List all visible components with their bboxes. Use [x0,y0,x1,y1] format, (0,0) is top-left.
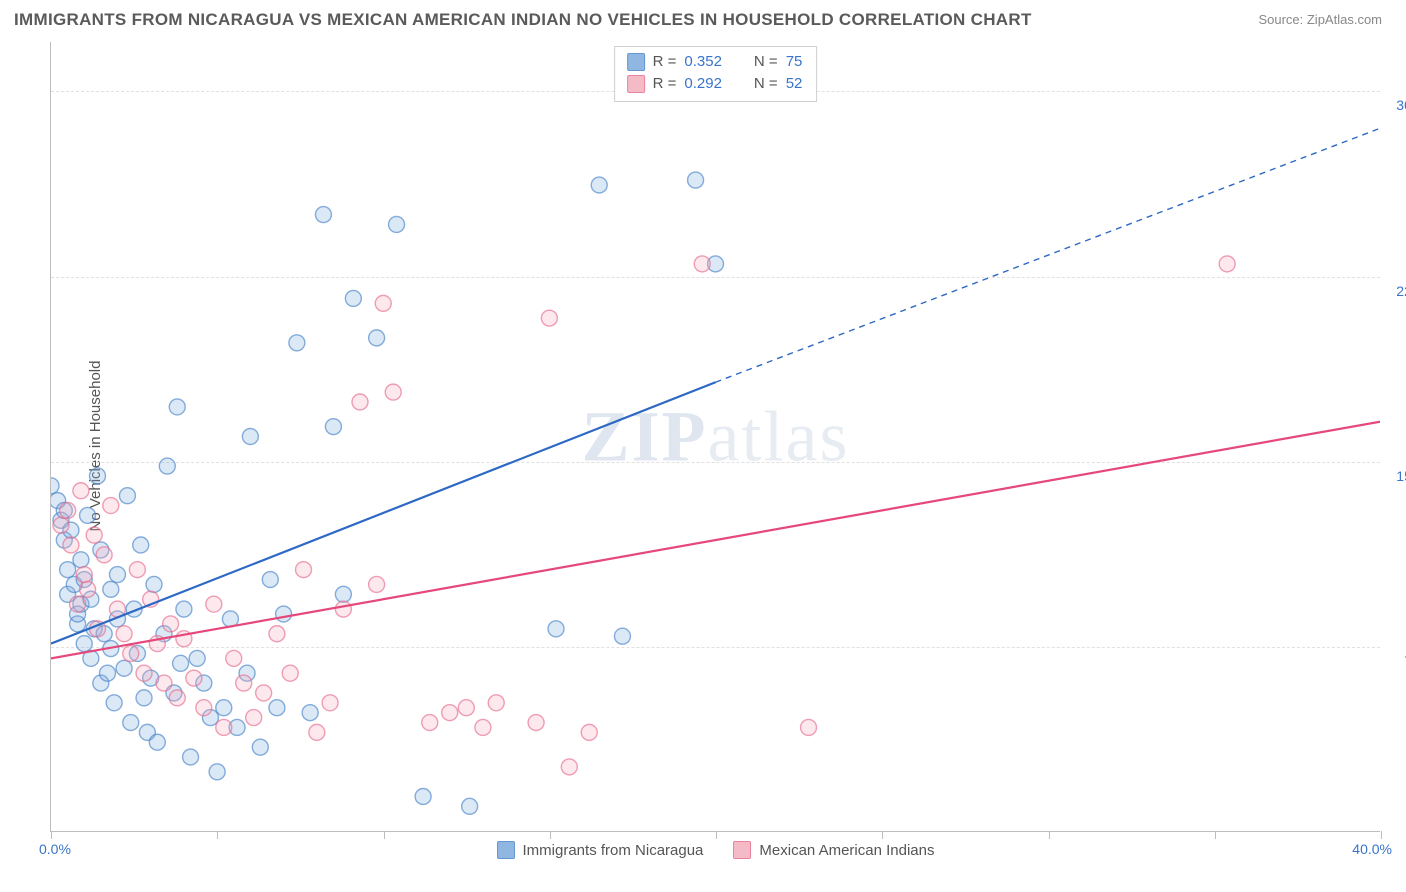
r-value-1: 0.352 [684,51,722,73]
x-tick [550,831,551,839]
stats-row-2: R = 0.292 N = 52 [627,73,803,95]
n-value-2: 52 [786,73,803,95]
x-tick [1381,831,1382,839]
n-label: N = [754,51,778,73]
n-label: N = [754,73,778,95]
series-legend: Immigrants from Nicaragua Mexican Americ… [497,841,935,859]
plot-area: ZIPatlas R = 0.352 N = 75 R = 0.292 N = … [50,42,1380,832]
y-tick-label: 7.5% [1386,653,1406,669]
chart-svg [51,42,1380,831]
stats-row-1: R = 0.352 N = 75 [627,51,803,73]
legend-label-1: Immigrants from Nicaragua [523,842,704,859]
x-tick [51,831,52,839]
r-label: R = [653,51,677,73]
y-tick-label: 22.5% [1386,283,1406,299]
r-value-2: 0.292 [684,73,722,95]
x-tick [1215,831,1216,839]
x-tick [882,831,883,839]
swatch-series-2-icon [627,75,645,93]
x-axis-min-label: 0.0% [39,841,71,857]
source-credit: Source: ZipAtlas.com [1258,12,1382,27]
swatch-series-1-icon [627,53,645,71]
y-tick-label: 15.0% [1386,468,1406,484]
x-tick [217,831,218,839]
x-tick [716,831,717,839]
chart-title: IMMIGRANTS FROM NICARAGUA VS MEXICAN AME… [14,10,1032,30]
legend-label-2: Mexican American Indians [759,842,934,859]
x-axis-max-label: 40.0% [1352,841,1392,857]
y-tick-label: 30.0% [1386,97,1406,113]
swatch-series-2-icon [733,841,751,859]
stats-box: R = 0.352 N = 75 R = 0.292 N = 52 [614,46,818,102]
n-value-1: 75 [786,51,803,73]
x-tick [1049,831,1050,839]
legend-item-1: Immigrants from Nicaragua [497,841,704,859]
legend-item-2: Mexican American Indians [733,841,934,859]
x-tick [384,831,385,839]
r-label: R = [653,73,677,95]
swatch-series-1-icon [497,841,515,859]
